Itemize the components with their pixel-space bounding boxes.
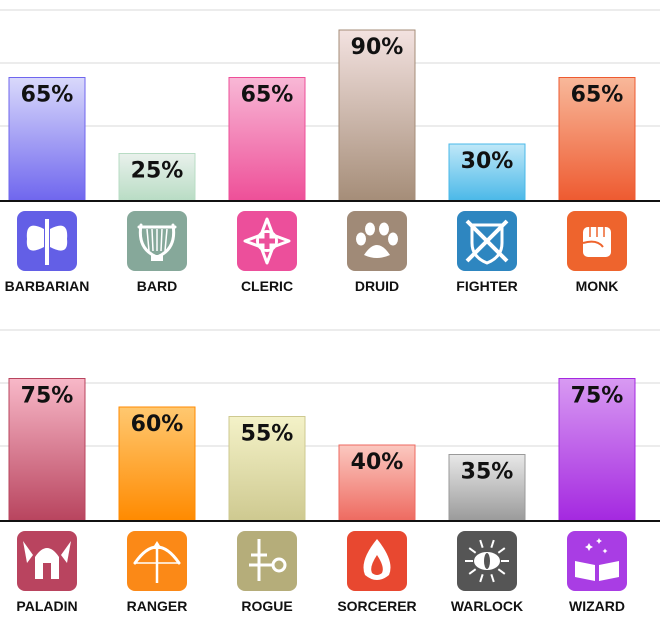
- crossed-swords-shield-icon: [457, 211, 517, 271]
- category-label: WIZARD: [569, 598, 625, 614]
- category-label: FIGHTER: [456, 278, 517, 294]
- bar-value-label: 60%: [131, 412, 184, 437]
- bar: [118, 153, 196, 202]
- category-label: ROGUE: [241, 598, 292, 614]
- bar: [558, 378, 636, 522]
- category-label: PALADIN: [16, 598, 77, 614]
- category-label: BARD: [137, 278, 177, 294]
- double-axe-icon: [17, 211, 77, 271]
- dagger-key-icon: [237, 531, 297, 591]
- winged-helmet-icon: [17, 531, 77, 591]
- bar-value-label: 35%: [461, 460, 514, 485]
- bar: [558, 77, 636, 202]
- bar-value-label: 25%: [131, 159, 184, 184]
- chart-panel: 65% BARBARIAN 25% BARD 65% CLERIC 90% DRUID 30% F…: [0, 9, 660, 294]
- paw-icon: [347, 211, 407, 271]
- bar: [338, 444, 416, 522]
- bar-value-label: 75%: [21, 384, 74, 409]
- category-label: CLERIC: [241, 278, 293, 294]
- bar: [8, 378, 86, 522]
- holy-cross-icon: [237, 211, 297, 271]
- bar-value-label: 90%: [351, 35, 404, 60]
- bar: [448, 454, 526, 522]
- category-label: DRUID: [355, 278, 399, 294]
- bow-arrow-icon: [127, 531, 187, 591]
- chart-panel: 75% PALADIN 60% RANGER 55% ROGUE 40% SORCERER 35…: [0, 329, 660, 614]
- bar-value-label: 55%: [241, 422, 294, 447]
- category-label: SORCERER: [337, 598, 416, 614]
- bar: [8, 77, 86, 202]
- bar: [118, 406, 196, 522]
- lyre-icon: [127, 211, 187, 271]
- evil-eye-icon: [457, 531, 517, 591]
- fist-icon: [567, 211, 627, 271]
- bar-value-label: 65%: [21, 83, 74, 108]
- bar-value-label: 65%: [571, 83, 624, 108]
- category-label: RANGER: [127, 598, 188, 614]
- spellbook-icon: [567, 531, 627, 591]
- bar: [338, 29, 416, 202]
- category-label: WARLOCK: [451, 598, 523, 614]
- category-label: MONK: [576, 278, 619, 294]
- bar-value-label: 65%: [241, 83, 294, 108]
- flame-icon: [347, 531, 407, 591]
- bar: [228, 77, 306, 202]
- bar: [228, 416, 306, 522]
- bar-value-label: 75%: [571, 384, 624, 409]
- bar-value-label: 30%: [461, 149, 514, 174]
- bar-value-label: 40%: [351, 450, 404, 475]
- category-label: BARBARIAN: [5, 278, 90, 294]
